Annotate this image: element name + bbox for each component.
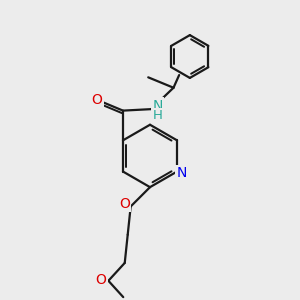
Text: O: O	[95, 273, 106, 287]
Text: N: N	[176, 166, 187, 180]
Text: O: O	[119, 196, 130, 211]
Text: H: H	[153, 109, 163, 122]
Text: O: O	[92, 93, 103, 107]
Text: N: N	[153, 99, 163, 112]
